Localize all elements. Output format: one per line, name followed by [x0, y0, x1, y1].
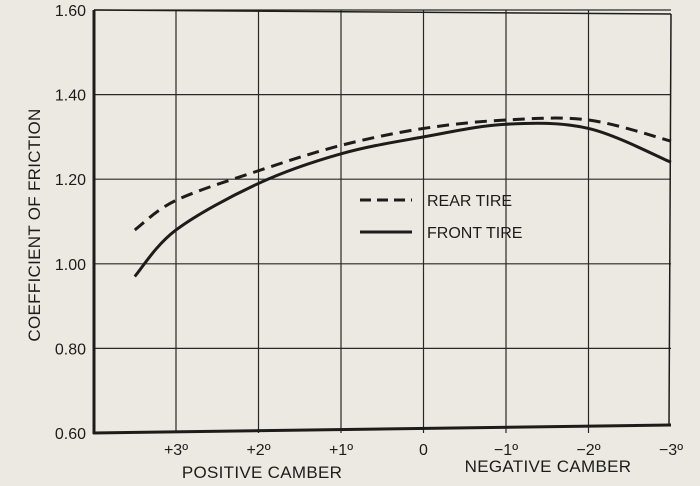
right-border [668, 13, 672, 426]
y-tick-label: 1.20 [55, 172, 86, 189]
y-tick-label: 1.60 [55, 3, 86, 20]
x-tick-label: +2º [246, 442, 270, 459]
data-series [133, 116, 672, 278]
legend-label-front-tire: FRONT TIRE [427, 225, 522, 242]
x-tick-label: +1º [329, 442, 353, 459]
legend: REAR TIRE FRONT TIRE [360, 193, 522, 242]
top-border [93, 9, 672, 15]
y-axis-title: COEFFICIENT OF FRICTION [25, 108, 44, 341]
legend-label-rear-tire: REAR TIRE [427, 193, 512, 210]
x-tick-label: −2º [576, 442, 600, 459]
front-tire-line [133, 121, 672, 278]
y-tick-label: 0.80 [55, 341, 86, 358]
rear-tire-line [133, 116, 672, 232]
axes [92, 9, 672, 435]
x-tick-label: −1º [494, 442, 518, 459]
x-tick-label: +3º [164, 442, 188, 459]
y-tick-label: 1.00 [55, 257, 86, 274]
x-axis-title-negative: NEGATIVE CAMBER [465, 457, 632, 476]
x-tick-label: −3º [659, 442, 683, 459]
x-axis-title-positive: POSITIVE CAMBER [182, 463, 342, 482]
x-tick-label: 0 [419, 442, 428, 459]
tick-labels: 1.60 1.40 1.20 1.00 0.80 0.60 +3º +2º +1º 0 −1º −2º… [55, 3, 683, 459]
y-tick-label: 1.40 [55, 88, 86, 105]
y-tick-label: 0.60 [55, 426, 86, 443]
grid-lines [94, 9, 671, 433]
x-axis-line [92, 423, 672, 435]
